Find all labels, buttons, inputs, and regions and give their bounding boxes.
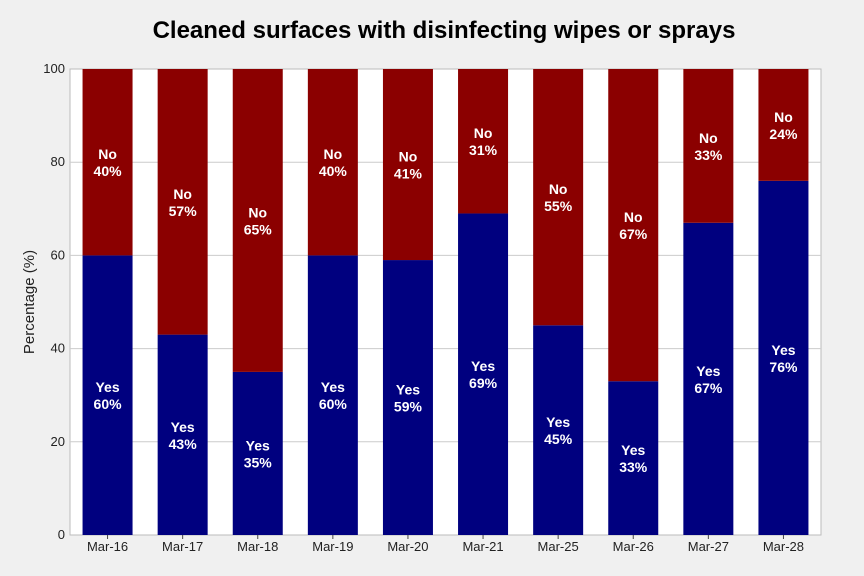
data-label-value: 60% xyxy=(319,396,348,412)
bar-no-mar-19 xyxy=(307,69,358,256)
bar-no-mar-26 xyxy=(608,69,659,382)
data-label-series-name: No xyxy=(248,204,267,220)
data-label-series-name: Yes xyxy=(246,437,270,453)
data-label-series-name: No xyxy=(699,130,718,146)
bar-yes-mar-28 xyxy=(758,180,809,535)
bar-yes-mar-26 xyxy=(608,381,659,535)
bar-yes-mar-19 xyxy=(307,255,358,535)
bar-yes-mar-27 xyxy=(683,222,734,535)
data-label-value: 60% xyxy=(94,396,123,412)
y-tick-label: 0 xyxy=(58,527,65,542)
data-label-series-name: Yes xyxy=(546,414,570,430)
data-label-value: 57% xyxy=(169,203,198,219)
data-label-value: 67% xyxy=(694,380,723,396)
bar-yes-mar-21 xyxy=(458,213,509,535)
data-label-value: 31% xyxy=(469,142,498,158)
data-label-value: 59% xyxy=(394,399,423,415)
y-tick-label: 60 xyxy=(51,247,65,262)
data-label-series-name: No xyxy=(774,109,793,125)
data-label-series-name: Yes xyxy=(95,379,119,395)
bar-yes-mar-17 xyxy=(157,334,208,535)
y-axis-ticks: 0 20 40 60 80 100 xyxy=(43,61,65,542)
bar-no-mar-20 xyxy=(382,69,433,261)
bar-no-mar-16 xyxy=(82,69,133,256)
data-label-series-name: Yes xyxy=(696,363,720,379)
x-tick-label: Mar-27 xyxy=(688,539,729,554)
y-tick-label: 20 xyxy=(51,434,65,449)
data-label-series-name: No xyxy=(98,146,117,162)
data-label-value: 45% xyxy=(544,431,573,447)
data-label-series-name: Yes xyxy=(396,382,420,398)
data-label-series-name: No xyxy=(549,181,568,197)
data-label-value: 40% xyxy=(94,163,123,179)
bar-yes-mar-20 xyxy=(382,260,433,535)
data-label-value: 55% xyxy=(544,198,573,214)
x-tick-label: Mar-20 xyxy=(387,539,428,554)
bar-yes-mar-25 xyxy=(533,325,584,535)
data-label-series-name: Yes xyxy=(621,442,645,458)
data-label-value: 41% xyxy=(394,166,423,182)
y-axis-label: Percentage (%) xyxy=(21,250,38,354)
data-label-value: 33% xyxy=(619,459,648,475)
x-tick-label: Mar-19 xyxy=(312,539,353,554)
bar-yes-mar-18 xyxy=(232,371,283,535)
chart-title: Cleaned surfaces with disinfecting wipes… xyxy=(153,17,736,44)
data-label-series-name: No xyxy=(624,209,643,225)
data-label-series-name: Yes xyxy=(321,379,345,395)
data-label-value: 43% xyxy=(169,436,198,452)
bars: Yes60%No40%Yes43%No57%Yes35%No65%Yes60%N… xyxy=(82,69,809,535)
data-label-value: 40% xyxy=(319,163,348,179)
data-label-value: 33% xyxy=(694,147,723,163)
data-label-series-name: Yes xyxy=(471,358,495,374)
data-label-series-name: No xyxy=(474,125,493,141)
bar-no-mar-25 xyxy=(533,69,584,326)
bar-no-mar-18 xyxy=(232,69,283,372)
y-tick-label: 100 xyxy=(43,61,65,76)
bar-no-mar-21 xyxy=(458,69,509,214)
data-label-series-name: No xyxy=(324,146,343,162)
x-tick-label: Mar-17 xyxy=(162,539,203,554)
data-label-value: 24% xyxy=(769,126,798,142)
x-tick-label: Mar-26 xyxy=(613,539,654,554)
y-tick-label: 80 xyxy=(51,154,65,169)
data-label-value: 76% xyxy=(769,359,798,375)
x-tick-label: Mar-28 xyxy=(763,539,804,554)
x-tick-label: Mar-25 xyxy=(538,539,579,554)
bar-no-mar-28 xyxy=(758,69,809,181)
data-label-series-name: Yes xyxy=(171,419,195,435)
data-label-series-name: No xyxy=(173,186,192,202)
data-label-value: 35% xyxy=(244,454,273,470)
x-tick-label: Mar-16 xyxy=(87,539,128,554)
y-tick-label: 40 xyxy=(51,341,65,356)
data-label-series-name: Yes xyxy=(771,342,795,358)
data-label-value: 65% xyxy=(244,221,273,237)
bar-no-mar-17 xyxy=(157,69,208,335)
x-axis-ticks: Mar-16 Mar-17 Mar-18 Mar-19 Mar-20 Mar-21 Mar-… xyxy=(87,535,804,554)
data-label-value: 69% xyxy=(469,375,498,391)
data-label-series-name: No xyxy=(399,149,418,165)
x-tick-label: Mar-18 xyxy=(237,539,278,554)
bar-no-mar-27 xyxy=(683,69,734,223)
data-label-value: 67% xyxy=(619,226,648,242)
bar-yes-mar-16 xyxy=(82,255,133,535)
x-tick-label: Mar-21 xyxy=(462,539,503,554)
